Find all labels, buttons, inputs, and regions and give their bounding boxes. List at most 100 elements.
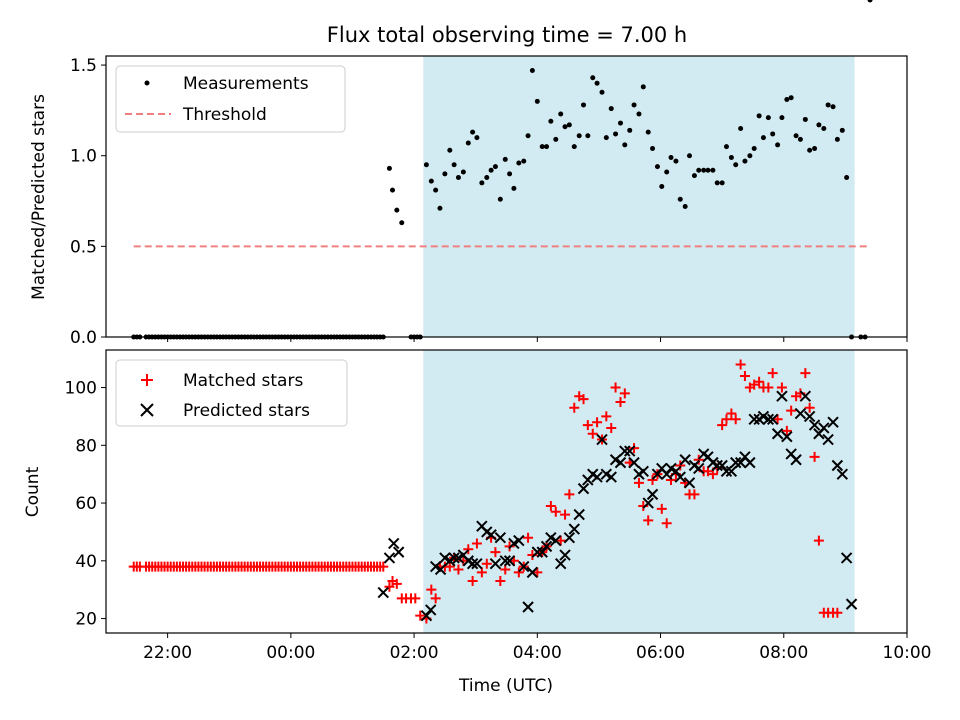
measurement-point bbox=[775, 142, 781, 148]
predicted-star-point bbox=[536, 546, 548, 558]
panel-ratio: 0.0 0.5 1.0 1.5 Matched/Predicted stars Mea… bbox=[29, 0, 908, 348]
measurement-point bbox=[654, 164, 660, 170]
matched-star-point bbox=[410, 593, 421, 604]
predicted-star-point bbox=[591, 471, 603, 483]
predicted-star-point bbox=[563, 531, 576, 544]
predicted-star-point bbox=[434, 563, 447, 576]
measurement-point bbox=[701, 167, 707, 173]
matched-star-point bbox=[471, 538, 482, 549]
legend-label-measurements: Measurements bbox=[183, 74, 309, 94]
measurement-point bbox=[470, 129, 476, 135]
y-axis-label: Count bbox=[23, 466, 43, 517]
measurement-point bbox=[714, 180, 720, 186]
matched-star-point bbox=[587, 428, 598, 439]
y-tick-label: 60 bbox=[75, 494, 97, 514]
measurement-point bbox=[590, 75, 596, 81]
matched-star-point bbox=[763, 382, 774, 393]
x-tick-label: 22:00 bbox=[143, 643, 192, 663]
measurement-point bbox=[802, 116, 808, 122]
measurement-point bbox=[830, 104, 836, 110]
matched-star-point bbox=[776, 382, 787, 393]
x-tick-label: 10:00 bbox=[883, 643, 932, 663]
measurement-point bbox=[442, 171, 448, 177]
measurement-point bbox=[525, 133, 531, 139]
measurement-point bbox=[544, 144, 550, 150]
predicted-star-point bbox=[522, 601, 534, 613]
predicted-star-point bbox=[771, 428, 784, 440]
matched-star-point bbox=[606, 422, 617, 433]
predicted-star-point bbox=[660, 468, 673, 480]
marks-group bbox=[129, 359, 858, 624]
matched-star-point bbox=[467, 576, 478, 587]
x-axis-ticks bbox=[167, 337, 908, 342]
predicted-star-point bbox=[693, 462, 705, 475]
matched-star-point bbox=[384, 581, 395, 592]
measurement-point bbox=[821, 126, 827, 132]
measurement-point bbox=[571, 144, 577, 150]
y-tick-label: 40 bbox=[75, 552, 97, 572]
measurement-point bbox=[760, 135, 766, 141]
predicted-star-point bbox=[573, 508, 585, 521]
measurement-point bbox=[686, 153, 692, 159]
legend: Matched stars Predicted stars bbox=[115, 359, 348, 427]
predicted-star-point bbox=[831, 459, 844, 472]
measurement-point bbox=[742, 158, 748, 164]
matched-star-point bbox=[689, 489, 700, 500]
measurement-point bbox=[705, 167, 711, 173]
measurement-point bbox=[691, 173, 697, 179]
measurement-point bbox=[534, 98, 540, 104]
predicted-star-point bbox=[377, 586, 389, 599]
predicted-star-point bbox=[734, 456, 747, 469]
predicted-star-point bbox=[674, 471, 686, 483]
measurement-point bbox=[488, 167, 494, 173]
predicted-star-point bbox=[596, 433, 608, 446]
y-axis-ticks: 0.0 0.5 1.0 1.5 bbox=[70, 56, 106, 348]
measurement-point bbox=[659, 184, 665, 190]
matched-star-point bbox=[619, 388, 630, 399]
measurement-point bbox=[521, 158, 527, 164]
measurement-point bbox=[529, 68, 535, 74]
predicted-star-point bbox=[559, 549, 571, 561]
measurement-point bbox=[779, 115, 785, 121]
predicted-star-point bbox=[744, 456, 756, 469]
chart-title: Flux total observing time = 7.00 h bbox=[327, 23, 687, 47]
y-tick-label: 0.5 bbox=[70, 237, 97, 257]
measurement-point bbox=[622, 142, 628, 148]
measurement-point bbox=[558, 111, 564, 117]
predicted-star-point bbox=[720, 465, 733, 477]
measurement-point bbox=[548, 118, 554, 124]
measurement-point bbox=[756, 113, 762, 119]
measurement-point bbox=[650, 145, 656, 151]
matched-star-point bbox=[633, 477, 644, 488]
measurement-point bbox=[553, 136, 559, 142]
predicted-star-point bbox=[679, 454, 691, 466]
predicted-star-point bbox=[526, 566, 539, 579]
measurement-point bbox=[627, 127, 633, 133]
predicted-star-point bbox=[425, 604, 437, 616]
predicted-star-point bbox=[762, 413, 775, 426]
measurement-point bbox=[636, 111, 642, 117]
measurement-point bbox=[793, 133, 799, 139]
legend-marker-matched bbox=[141, 374, 153, 386]
predicted-star-point bbox=[555, 557, 567, 570]
matched-star-point bbox=[735, 359, 746, 370]
matched-star-point bbox=[643, 515, 654, 526]
matched-star-point bbox=[615, 396, 626, 407]
y-tick-label: 80 bbox=[75, 436, 97, 456]
matched-star-point bbox=[555, 535, 566, 546]
measurement-point bbox=[566, 122, 572, 128]
predicted-star-point bbox=[683, 477, 696, 489]
measurement-point bbox=[437, 205, 443, 211]
matched-star-point bbox=[582, 420, 593, 431]
measurement-point bbox=[390, 187, 396, 193]
measurement-point bbox=[576, 133, 582, 139]
matched-star-point bbox=[453, 564, 464, 575]
matched-star-point bbox=[813, 535, 824, 546]
x-tick-label: 06:00 bbox=[636, 643, 685, 663]
matched-star-point bbox=[495, 576, 506, 587]
measurement-point bbox=[682, 203, 688, 209]
measurement-point bbox=[394, 207, 400, 213]
legend-label-matched: Matched stars bbox=[183, 371, 303, 391]
measurement-point bbox=[423, 162, 429, 168]
